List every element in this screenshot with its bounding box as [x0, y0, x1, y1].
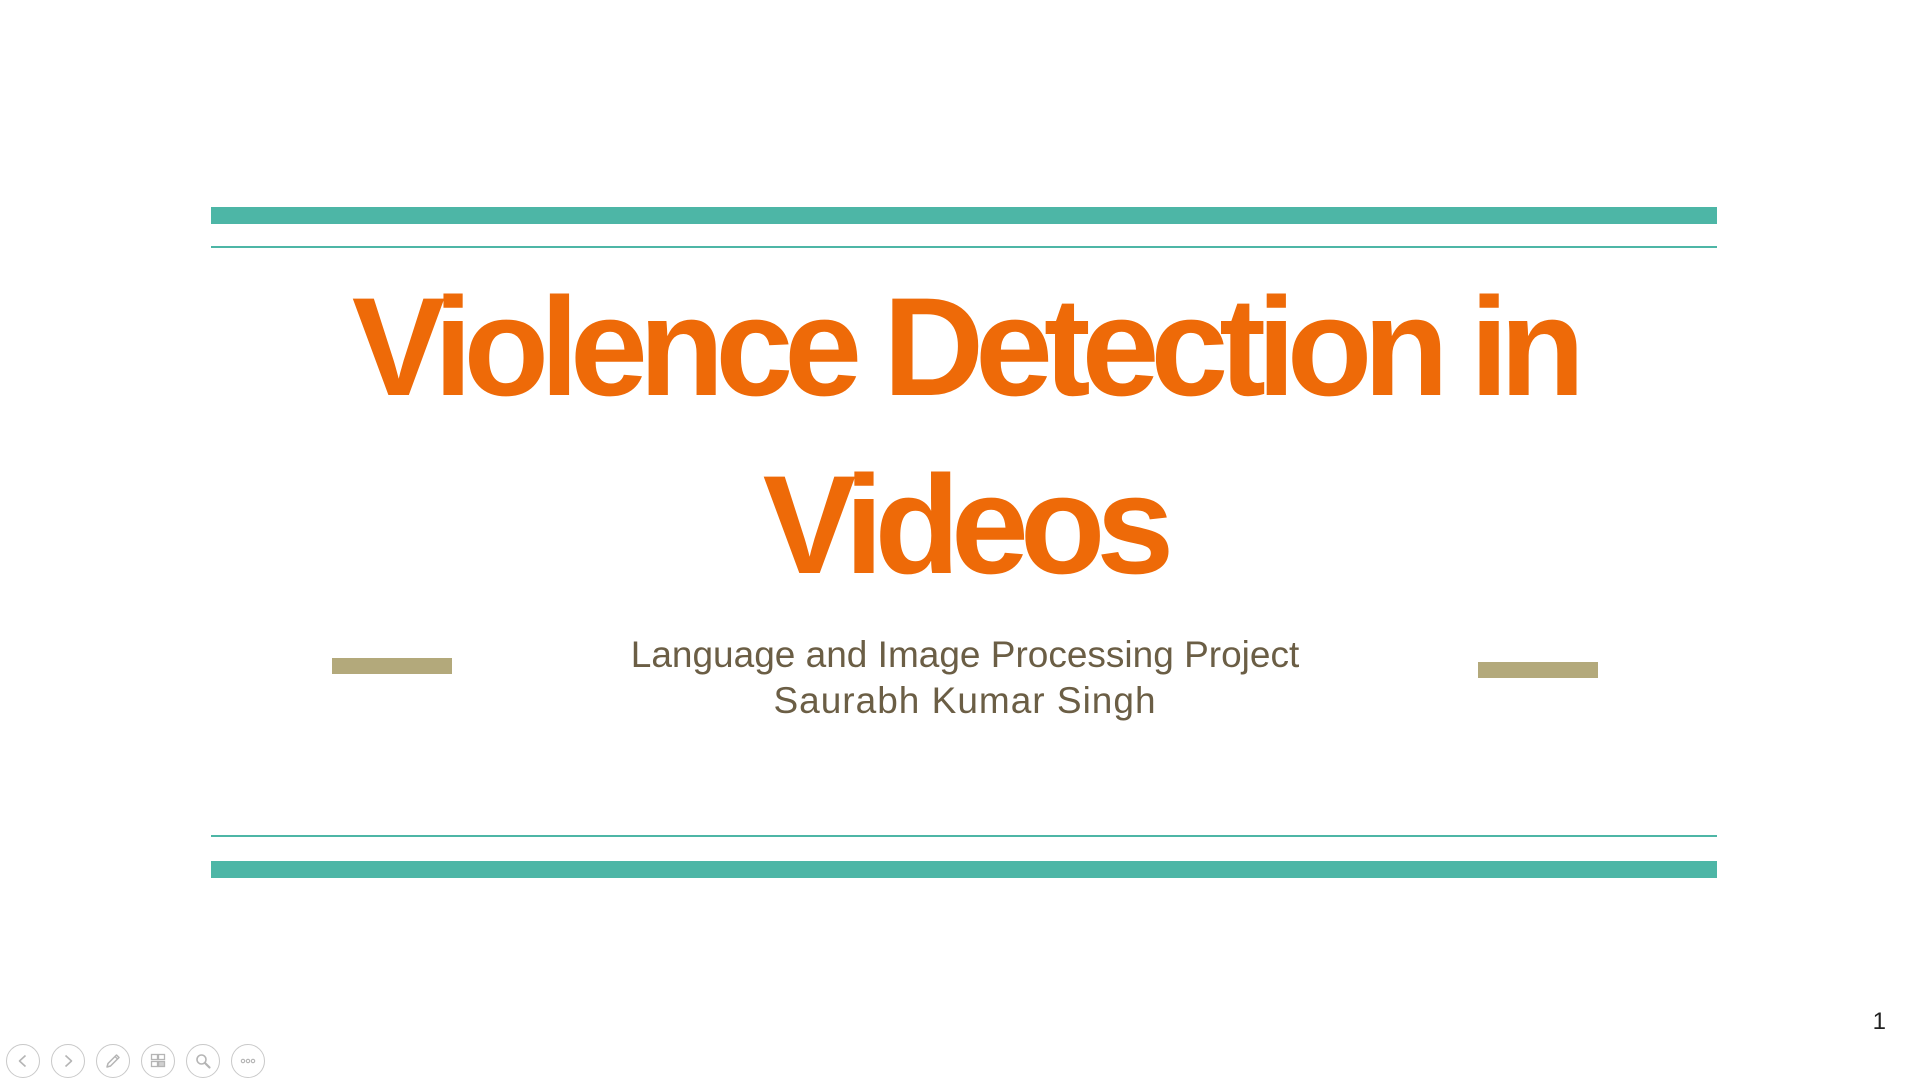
- more-options-button[interactable]: [231, 1044, 265, 1078]
- right-accent-dash: [1478, 662, 1598, 678]
- slides-grid-icon: [150, 1053, 166, 1068]
- zoom-button[interactable]: [186, 1044, 220, 1078]
- top-thin-divider: [211, 246, 1717, 248]
- slide-number: 1: [1872, 1008, 1886, 1035]
- see-all-slides-button[interactable]: [141, 1044, 175, 1078]
- subtitle-project: Language and Image Processing Project: [630, 634, 1300, 675]
- slide-subtitle: Language and Image Processing Project Sa…: [460, 632, 1470, 724]
- left-accent-dash: [332, 658, 452, 674]
- subtitle-author: Saurabh Kumar Singh: [773, 680, 1157, 721]
- pen-tool-button[interactable]: [96, 1044, 130, 1078]
- bottom-thick-divider: [211, 861, 1717, 878]
- next-slide-button[interactable]: [51, 1044, 85, 1078]
- bottom-thin-divider: [211, 835, 1717, 837]
- previous-slide-button[interactable]: [6, 1044, 40, 1078]
- slide-title: Violence Detection in Videos: [351, 268, 1585, 603]
- magnifier-icon: [196, 1054, 211, 1069]
- chevron-right-icon: [64, 1054, 73, 1068]
- presenter-toolbar: [6, 1044, 265, 1078]
- chevron-left-icon: [18, 1054, 27, 1068]
- ellipsis-icon: [240, 1058, 256, 1064]
- top-thick-divider: [211, 207, 1717, 224]
- pen-icon: [106, 1054, 120, 1068]
